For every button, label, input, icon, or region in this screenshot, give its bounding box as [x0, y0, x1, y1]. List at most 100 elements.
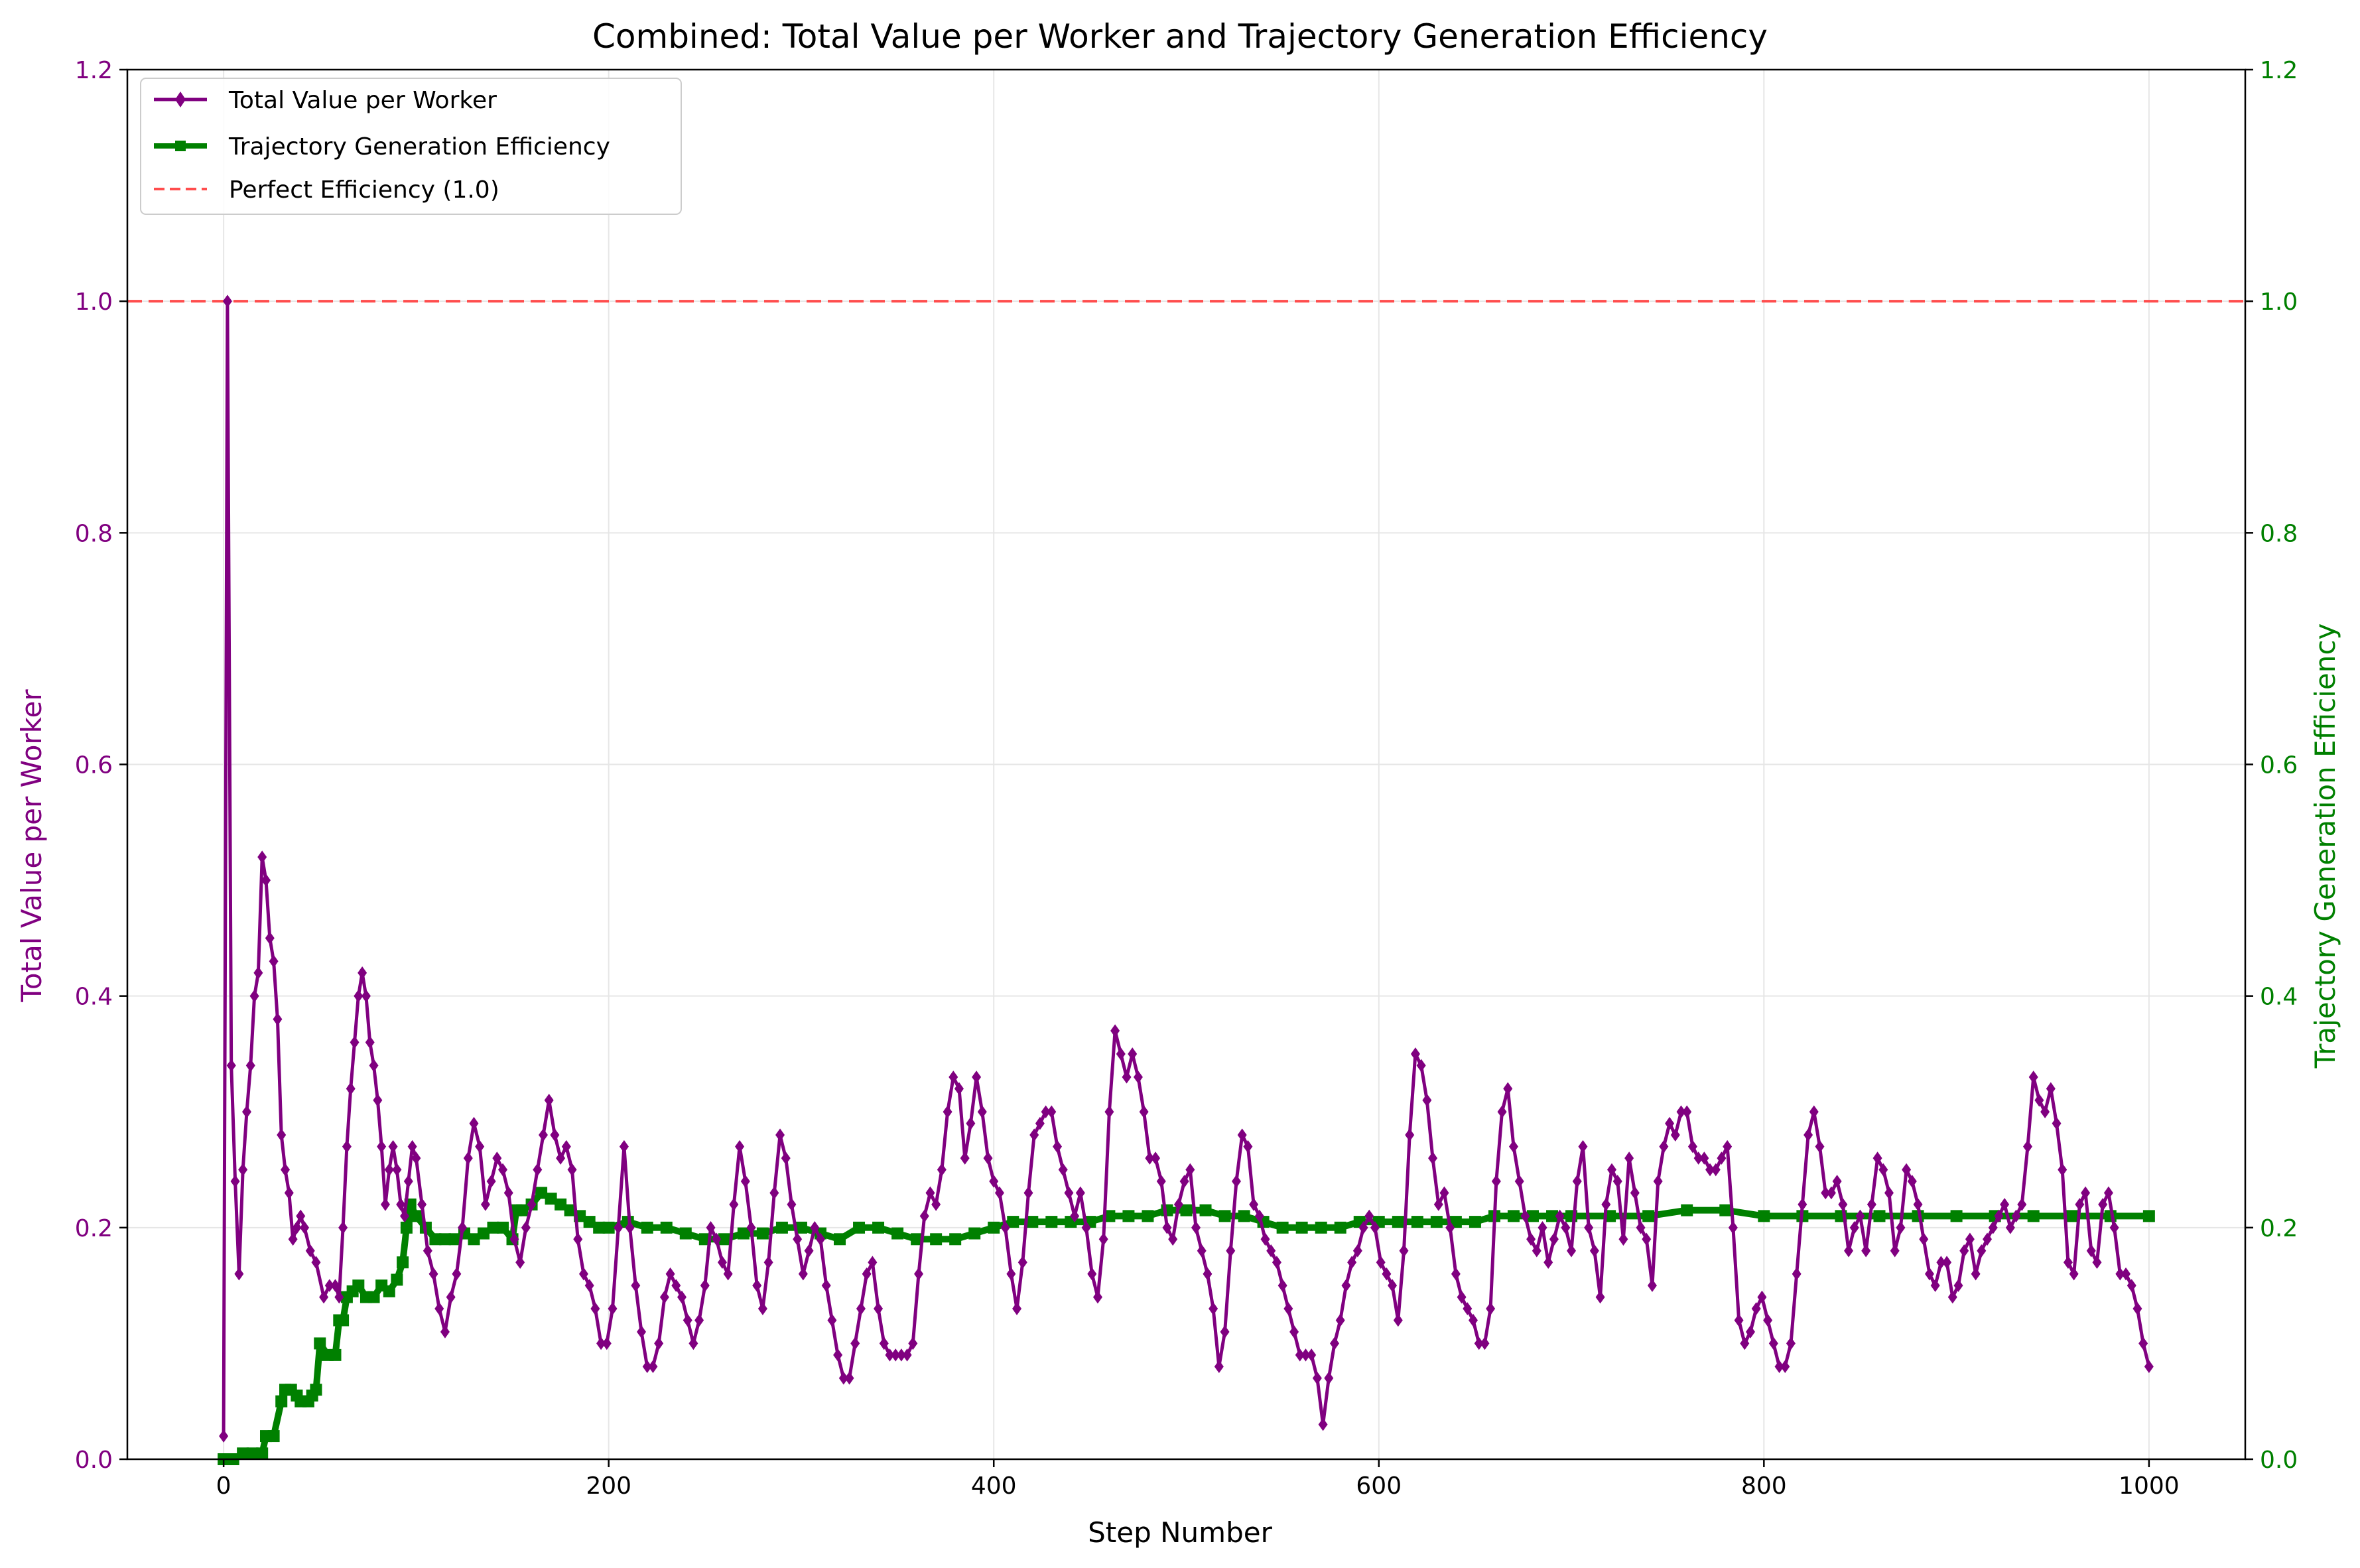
data-point — [1226, 1244, 1236, 1258]
data-point — [533, 1163, 543, 1177]
data-point — [1612, 1175, 1622, 1188]
data-point — [1780, 1360, 1790, 1374]
data-point — [480, 1198, 490, 1211]
data-point — [868, 1256, 878, 1270]
data-point — [1636, 1221, 1646, 1234]
data-point — [492, 1151, 502, 1165]
data-point — [1878, 1163, 1888, 1177]
data-point — [1058, 1163, 1068, 1177]
data-point — [641, 1221, 653, 1234]
data-point — [1334, 1221, 1346, 1234]
data-point — [2092, 1256, 2102, 1270]
data-point — [1572, 1175, 1582, 1188]
data-point — [2127, 1279, 2136, 1292]
data-point — [631, 1279, 641, 1292]
data-point — [1237, 1128, 1247, 1142]
data-point — [949, 1071, 958, 1084]
data-point — [648, 1360, 658, 1374]
data-point — [2027, 1210, 2040, 1222]
data-point — [1642, 1210, 1655, 1222]
data-point — [1238, 1210, 1250, 1222]
x-axis-label: Step Number — [1088, 1516, 1272, 1549]
data-point — [1717, 1151, 1727, 1165]
data-point — [1347, 1256, 1357, 1270]
left-y-axis-ticks: 0.0 0.2 0.4 0.6 0.8 1.0 1.2 — [75, 57, 127, 1474]
data-point — [358, 966, 367, 980]
data-point — [1844, 1244, 1854, 1258]
data-point — [1757, 1290, 1767, 1304]
data-point — [1497, 1105, 1507, 1119]
data-point — [261, 874, 271, 887]
data-point — [434, 1302, 444, 1315]
data-point — [346, 1082, 356, 1096]
data-point — [2022, 1140, 2032, 1153]
data-point — [1971, 1267, 1981, 1281]
data-point — [885, 1348, 895, 1362]
data-point — [417, 1198, 427, 1211]
data-point — [914, 1267, 924, 1281]
data-point — [874, 1302, 884, 1315]
data-point — [2034, 1093, 2044, 1107]
data-point — [448, 1233, 461, 1246]
data-point — [1595, 1290, 1605, 1304]
data-point — [1295, 1348, 1305, 1362]
data-point — [1792, 1267, 1802, 1281]
data-point — [1457, 1290, 1467, 1304]
data-point — [246, 1447, 259, 1460]
data-point — [1301, 1348, 1311, 1362]
data-point — [717, 1256, 727, 1270]
data-point — [1388, 1279, 1398, 1292]
data-point — [1139, 1105, 1149, 1119]
data-point — [706, 1221, 716, 1234]
data-point — [1116, 1047, 1126, 1061]
data-point — [1965, 1232, 1975, 1246]
data-point — [1815, 1140, 1825, 1153]
data-point — [1405, 1128, 1415, 1142]
data-point — [1272, 1256, 1281, 1270]
data-point — [1838, 1198, 1848, 1211]
data-point — [1867, 1198, 1876, 1211]
data-point — [241, 1105, 251, 1119]
data-point — [219, 1429, 229, 1443]
data-point — [1723, 1140, 1733, 1153]
data-point — [1693, 1151, 1703, 1165]
right-y-tick-label: 0.4 — [2260, 984, 2298, 1011]
data-point — [756, 1227, 769, 1240]
left-y-tick-label: 1.2 — [75, 57, 113, 84]
data-point — [2109, 1221, 2119, 1234]
left-y-axis-label: Total Value per Worker — [15, 689, 48, 1003]
data-point — [1930, 1279, 1940, 1292]
data-point — [284, 1186, 294, 1200]
data-point — [1983, 1232, 1993, 1246]
data-point — [1469, 1216, 1481, 1228]
data-point — [1699, 1151, 1709, 1165]
data-point — [896, 1348, 906, 1362]
data-point — [804, 1244, 814, 1258]
data-point — [2132, 1302, 2142, 1315]
data-point — [527, 1198, 537, 1211]
data-point — [1705, 1163, 1715, 1177]
right-y-axis-label: Trajectory Generation Efficiency — [2309, 623, 2341, 1069]
data-point — [1751, 1302, 1761, 1315]
data-point — [1584, 1221, 1594, 1234]
data-point — [1538, 1221, 1547, 1234]
right-y-tick-label: 0.0 — [2260, 1447, 2298, 1474]
data-point — [1289, 1325, 1299, 1339]
data-point — [334, 1290, 344, 1304]
data-point — [354, 989, 363, 1003]
data-point — [596, 1337, 606, 1350]
data-point — [391, 1274, 403, 1286]
data-point — [1734, 1313, 1744, 1327]
data-point — [1913, 1198, 1923, 1211]
data-point — [1624, 1151, 1634, 1165]
data-point — [463, 1151, 473, 1165]
data-point — [994, 1186, 1004, 1200]
data-point — [659, 1290, 669, 1304]
data-point — [342, 1140, 352, 1153]
x-tick-label: 400 — [971, 1472, 1017, 1500]
data-point — [388, 1140, 398, 1153]
data-point — [1532, 1244, 1541, 1258]
data-point — [497, 1221, 509, 1234]
data-point — [1647, 1279, 1657, 1292]
